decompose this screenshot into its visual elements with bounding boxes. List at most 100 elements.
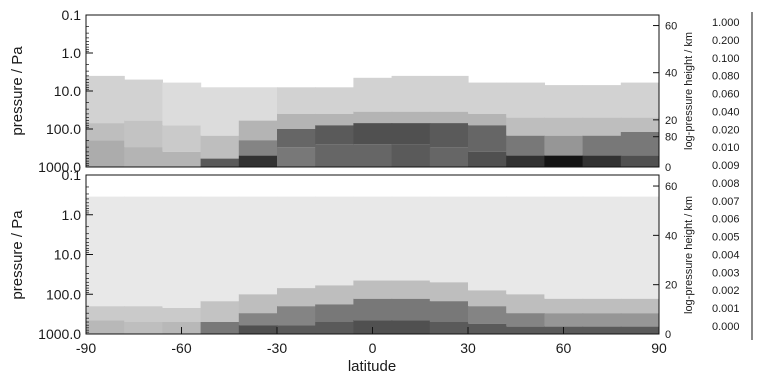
heatmap-cell [391, 123, 431, 145]
heatmap-cell [468, 125, 507, 152]
heatmap-cell [582, 298, 622, 314]
heatmap-cell [391, 280, 431, 299]
heatmap-cell [620, 313, 659, 327]
heatmap-cell [468, 151, 507, 167]
heatmap-cell [315, 125, 354, 145]
bottom-panel: 0.1 1.0 10.0 100.0 1000.0 80 60 40 20 0 -90 -60 -3… [9, 132, 695, 375]
heatmap-cell [200, 158, 240, 167]
heatmap-cell [544, 117, 584, 136]
colorbar-label: 0.200 [712, 35, 740, 47]
heatmap-cell [506, 196, 545, 295]
top-y-axis: 0.1 1.0 10.0 100.0 1000.0 [38, 7, 93, 175]
heatmap-cell [582, 326, 622, 334]
x-tick-label: -90 [76, 340, 96, 356]
y2-tick-label: 40 [665, 230, 677, 242]
heatmap-cell [162, 151, 202, 167]
x-tick-label: 90 [651, 340, 667, 356]
heatmap-cell [429, 301, 469, 322]
heatmap-cell [620, 196, 659, 299]
heatmap-cell [468, 290, 507, 307]
colorbar-label: 0.005 [712, 232, 740, 244]
heatmap-cell [124, 147, 163, 167]
heatmap-cell [506, 82, 545, 118]
y2-tick-label: 20 [665, 115, 677, 127]
y2-tick-label: 40 [665, 68, 677, 80]
heatmap-cell [277, 113, 316, 129]
heatmap-cell [620, 298, 659, 314]
bottom-y2-axis-label: log-pressure height / km [683, 196, 695, 314]
heatmap-cell [86, 140, 125, 167]
heatmap-cell [277, 87, 316, 114]
heatmap-cell [277, 147, 316, 167]
x-axis: -90 -60 -30 0 30 60 90 [76, 327, 667, 356]
colorbar-label: 0.004 [712, 249, 740, 261]
heatmap-cell [582, 135, 622, 156]
heatmap-cell [353, 144, 393, 167]
heatmap-cell [315, 304, 354, 322]
heatmap-cell [162, 82, 202, 126]
heatmap-cell [391, 320, 431, 334]
heatmap-cell [391, 298, 431, 321]
colorbar-label: 0.100 [712, 53, 740, 65]
heatmap-cell [200, 301, 240, 322]
heatmap-cell [200, 87, 240, 136]
y2-tick-label: 60 [665, 181, 677, 193]
heatmap-cell [315, 113, 354, 126]
heatmap-cell [429, 282, 469, 302]
heatmap-cell [238, 196, 278, 295]
heatmap-cell [277, 129, 316, 148]
heatmap-cell [277, 196, 316, 289]
heatmap-cell [124, 196, 163, 307]
heatmap-cell [620, 155, 659, 167]
heatmap-cell [468, 306, 507, 324]
heatmap-cell [620, 326, 659, 334]
heatmap-cell [506, 117, 545, 136]
heatmap-cell [315, 87, 354, 114]
y2-tick-label: 0 [665, 329, 671, 341]
colorbar-label: 0.009 [712, 160, 740, 172]
heatmap-cell [544, 135, 584, 156]
heatmap-cell [468, 196, 507, 291]
bottom-y-axis: 0.1 1.0 10.0 100.0 1000.0 [38, 167, 93, 342]
heatmap-cell [238, 120, 278, 141]
x-tick-label: 0 [369, 340, 377, 356]
heatmap-cell [238, 325, 278, 334]
heatmap-cell [238, 140, 278, 156]
colorbar-label: 0.020 [712, 124, 740, 136]
colorbar-label: 0.060 [712, 89, 740, 101]
heatmap-cell [353, 111, 393, 124]
heatmap-cell [353, 77, 393, 112]
heatmap-cell [391, 111, 431, 124]
y-tick-label: 0.1 [62, 167, 82, 183]
y-tick-label: 1000.0 [38, 326, 81, 342]
heatmap-cell [582, 196, 622, 299]
heatmap-cell [391, 75, 431, 112]
x-tick-label: -60 [171, 340, 191, 356]
heatmap-cell [124, 120, 163, 148]
heatmap-cell [429, 123, 469, 148]
heatmap-cell [238, 87, 278, 121]
heatmap-cell [353, 123, 393, 145]
heatmap-cell [277, 325, 316, 334]
colorbar-legend: 1.000 0.200 0.100 0.080 0.060 0.040 0.020 0.010… [712, 12, 753, 340]
bottom-y-axis-label: pressure / Pa [9, 210, 26, 300]
x-tick-label: -30 [267, 340, 287, 356]
heatmap-cell [86, 320, 125, 334]
heatmap-cell [544, 313, 584, 327]
heatmap-cell [620, 132, 659, 156]
y-tick-label: 100.0 [46, 121, 81, 137]
y-tick-label: 10.0 [54, 83, 81, 99]
x-axis-label: latitude [348, 358, 396, 375]
heatmap-cell [200, 196, 240, 302]
top-y2-axis: 80 60 40 20 0 [653, 21, 677, 174]
heatmap-cell [86, 306, 125, 321]
top-panel: 0.1 1.0 10.0 100.0 1000.0 80 60 40 20 0 pressure… [9, 7, 695, 175]
y2-tick-label: 60 [665, 21, 677, 33]
heatmap-cell [544, 155, 584, 167]
heatmap-cell [124, 322, 163, 334]
heatmap-cell [506, 313, 545, 327]
heatmap-cell [162, 196, 202, 308]
heatmap-cell [315, 285, 354, 305]
y-tick-label: 0.1 [62, 7, 82, 23]
